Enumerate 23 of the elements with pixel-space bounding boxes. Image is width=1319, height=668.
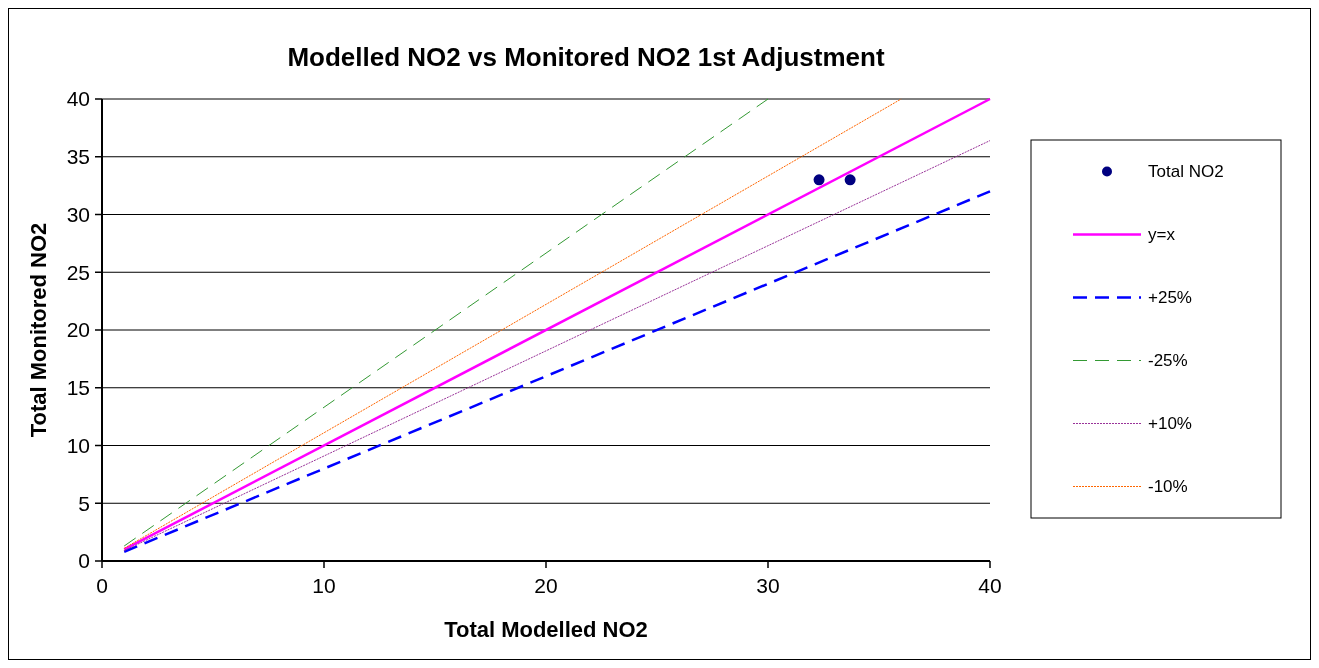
x-tick-label: 10 <box>312 574 336 597</box>
y-tick-label: 10 <box>66 433 90 457</box>
legend-label: Total NO2 <box>1148 162 1224 182</box>
legend-label: +10% <box>1148 414 1192 434</box>
y-tick-label: 5 <box>78 491 90 515</box>
y-tick-label: 40 <box>66 87 90 111</box>
x-tick-label: 0 <box>96 574 108 597</box>
y-tick-label: 15 <box>66 376 90 400</box>
legend-label: y=x <box>1148 225 1176 245</box>
x-axis-title: Total Modelled NO2 <box>444 617 648 642</box>
y-tick-label: 30 <box>66 202 90 226</box>
legend-label: -10% <box>1148 477 1188 497</box>
x-tick-label: 30 <box>756 574 780 597</box>
legend-label: +25% <box>1148 288 1192 308</box>
x-tick-label: 40 <box>978 574 1002 597</box>
y-axis-title: Total Monitored NO2 <box>26 222 51 438</box>
chart-title: Modelled NO2 vs Monitored NO2 1st Adjustment <box>287 42 885 72</box>
y-tick-label: 0 <box>78 549 90 573</box>
legend-label: -25% <box>1148 351 1188 371</box>
y-tick-label: 25 <box>66 260 90 284</box>
y-tick-label: 20 <box>66 318 90 342</box>
y-tick-label: 35 <box>66 145 90 169</box>
x-tick-label: 20 <box>534 574 558 597</box>
